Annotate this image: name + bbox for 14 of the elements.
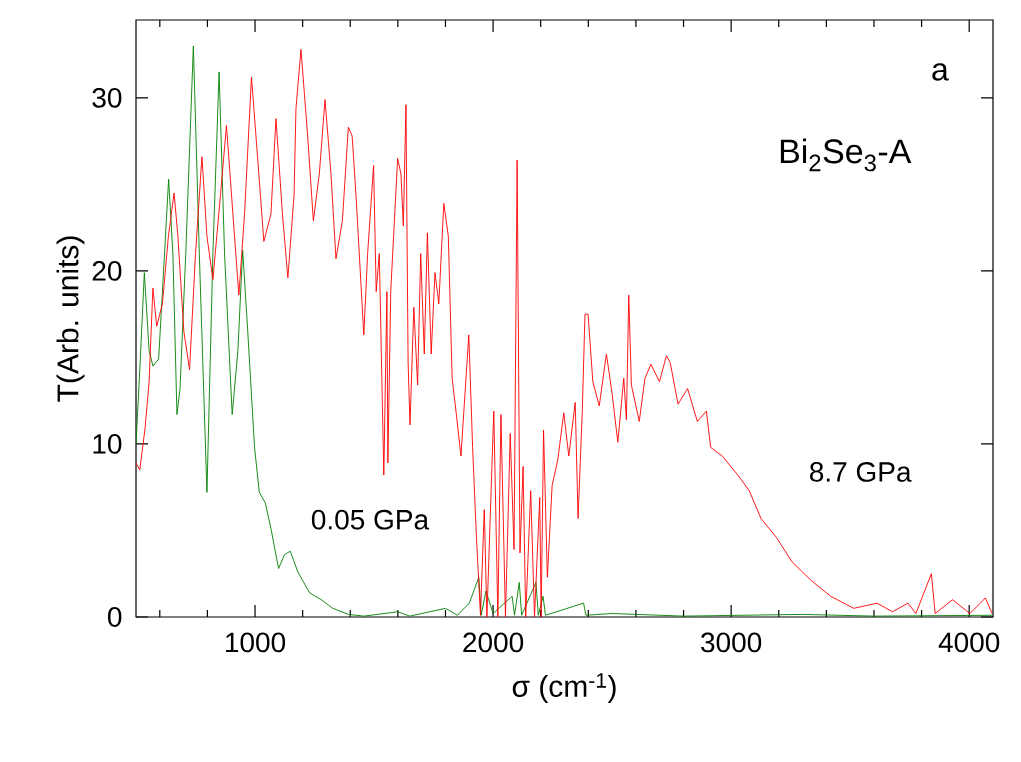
y-axis-title: T(Arb. units) [56,236,85,402]
series-label: 0.05 GPa [311,509,430,530]
x-tick-label: 4000 [938,632,1000,653]
x-tick-label: 1000 [226,632,286,653]
annotation: Bi$_{2}$Se$_{3}$-A [780,138,912,172]
y-tick-label: 10 [93,434,122,454]
x-tick-label: 2000 [463,632,524,653]
y-tick-label: 20 [92,261,122,281]
y-tick-label: 0 [108,607,122,627]
text: 8.7 GPa [810,462,912,482]
y-tick-label: 30 [92,87,122,108]
x-axis-title: σ (cm$^{-1}$) [512,673,616,703]
annotation: a [932,63,949,81]
x-tick-label: 3000 [701,632,762,653]
